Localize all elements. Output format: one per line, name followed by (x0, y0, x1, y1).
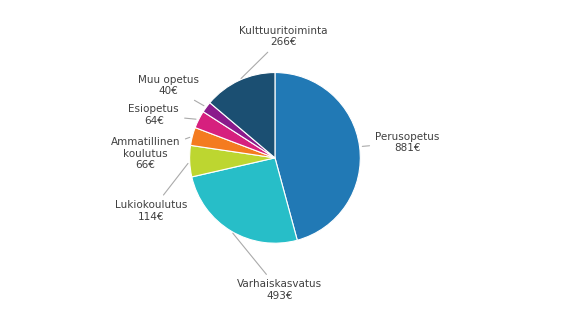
Text: Ammatillinen
koulutus
66€: Ammatillinen koulutus 66€ (111, 137, 190, 170)
Wedge shape (195, 112, 275, 158)
Text: Muu opetus
40€: Muu opetus 40€ (138, 75, 204, 106)
Text: Varhaiskasvatus
493€: Varhaiskasvatus 493€ (233, 233, 322, 301)
Wedge shape (192, 158, 297, 243)
Wedge shape (210, 73, 275, 158)
Wedge shape (275, 73, 360, 240)
Wedge shape (203, 103, 275, 158)
Wedge shape (189, 145, 275, 177)
Text: Esiopetus
64€: Esiopetus 64€ (129, 104, 196, 126)
Text: Lukiokoulutus
114€: Lukiokoulutus 114€ (115, 164, 188, 221)
Wedge shape (191, 128, 275, 158)
Text: Kulttuuritoiminta
266€: Kulttuuritoiminta 266€ (239, 26, 328, 78)
Text: Perusopetus
881€: Perusopetus 881€ (362, 132, 439, 153)
